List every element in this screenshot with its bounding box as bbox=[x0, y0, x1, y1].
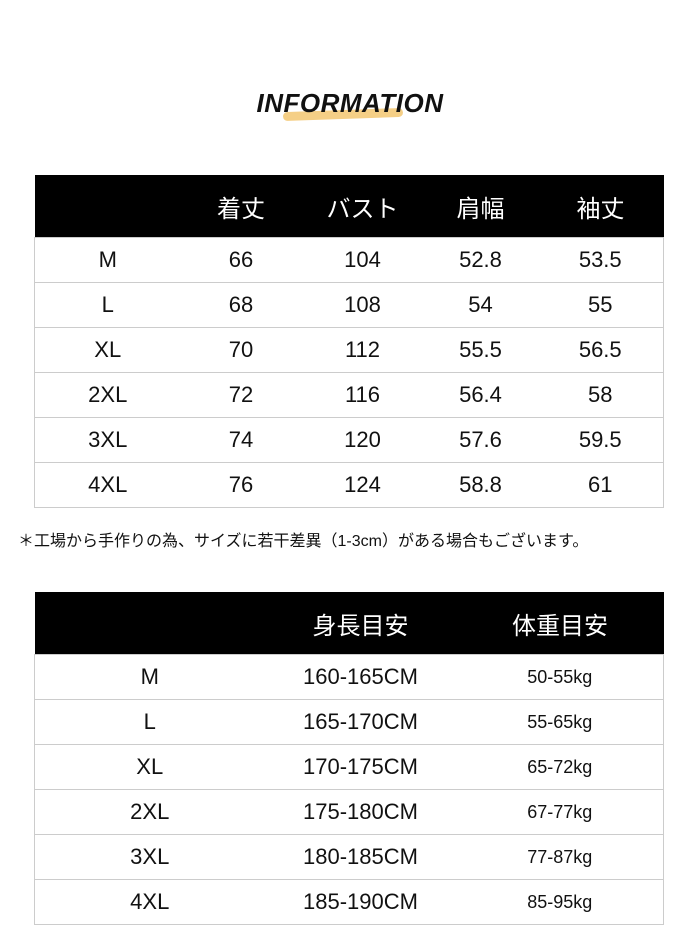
height-weight-guide-table: 身長目安 体重目安 M 160-165CM 50-55kg L 165-170CM 55-6… bbox=[34, 592, 664, 925]
value-cell: 68 bbox=[180, 282, 302, 328]
value-cell: 77-87kg bbox=[456, 834, 664, 880]
value-cell: 170-175CM bbox=[264, 744, 457, 790]
value-cell: 57.6 bbox=[423, 417, 538, 463]
size-label-cell: 2XL bbox=[34, 372, 181, 418]
value-cell: 76 bbox=[180, 462, 302, 508]
size-label-cell: M bbox=[34, 237, 181, 283]
value-cell: 72 bbox=[180, 372, 302, 418]
column-header bbox=[34, 592, 265, 655]
size-label-cell: L bbox=[34, 282, 181, 328]
value-cell: 61 bbox=[537, 462, 664, 508]
value-cell: 104 bbox=[301, 237, 424, 283]
value-cell: 85-95kg bbox=[456, 879, 664, 925]
table-header-row: 着丈 バスト 肩幅 袖丈 bbox=[34, 175, 664, 238]
column-header: バスト bbox=[301, 175, 424, 238]
value-cell: 58.8 bbox=[423, 462, 538, 508]
table-row: 2XL 72 116 56.4 58 bbox=[34, 372, 664, 418]
value-cell: 53.5 bbox=[537, 237, 664, 283]
value-cell: 180-185CM bbox=[264, 834, 457, 880]
table-row: 2XL 175-180CM 67-77kg bbox=[34, 789, 664, 835]
value-cell: 70 bbox=[180, 327, 302, 373]
value-cell: 165-170CM bbox=[264, 699, 457, 745]
size-label-cell: XL bbox=[34, 744, 265, 790]
value-cell: 116 bbox=[301, 372, 424, 418]
size-label-cell: 2XL bbox=[34, 789, 265, 835]
value-cell: 160-165CM bbox=[264, 654, 457, 700]
value-cell: 185-190CM bbox=[264, 879, 457, 925]
value-cell: 65-72kg bbox=[456, 744, 664, 790]
size-label-cell: 4XL bbox=[34, 879, 265, 925]
column-header: 袖丈 bbox=[537, 175, 664, 238]
table-row: L 68 108 54 55 bbox=[34, 282, 664, 328]
value-cell: 55-65kg bbox=[456, 699, 664, 745]
column-header: 身長目安 bbox=[264, 592, 457, 655]
value-cell: 74 bbox=[180, 417, 302, 463]
value-cell: 56.4 bbox=[423, 372, 538, 418]
value-cell: 67-77kg bbox=[456, 789, 664, 835]
value-cell: 55 bbox=[537, 282, 664, 328]
value-cell: 66 bbox=[180, 237, 302, 283]
table-row: M 160-165CM 50-55kg bbox=[34, 654, 664, 700]
size-label-cell: 4XL bbox=[34, 462, 181, 508]
value-cell: 124 bbox=[301, 462, 424, 508]
table-row: 3XL 180-185CM 77-87kg bbox=[34, 834, 664, 880]
table-row: 4XL 185-190CM 85-95kg bbox=[34, 879, 664, 925]
value-cell: 55.5 bbox=[423, 327, 538, 373]
value-cell: 54 bbox=[423, 282, 538, 328]
value-cell: 50-55kg bbox=[456, 654, 664, 700]
size-label-cell: 3XL bbox=[34, 417, 181, 463]
column-header: 肩幅 bbox=[423, 175, 538, 238]
size-label-cell: L bbox=[34, 699, 265, 745]
table-row: 3XL 74 120 57.6 59.5 bbox=[34, 417, 664, 463]
column-header: 着丈 bbox=[180, 175, 302, 238]
size-label-cell: XL bbox=[34, 327, 181, 373]
value-cell: 175-180CM bbox=[264, 789, 457, 835]
table-row: L 165-170CM 55-65kg bbox=[34, 699, 664, 745]
size-label-cell: M bbox=[34, 654, 265, 700]
value-cell: 120 bbox=[301, 417, 424, 463]
value-cell: 58 bbox=[537, 372, 664, 418]
value-cell: 112 bbox=[301, 327, 424, 373]
value-cell: 59.5 bbox=[537, 417, 664, 463]
table-row: XL 170-175CM 65-72kg bbox=[34, 744, 664, 790]
table-row: XL 70 112 55.5 56.5 bbox=[34, 327, 664, 373]
table-header-row: 身長目安 体重目安 bbox=[34, 592, 664, 655]
value-cell: 108 bbox=[301, 282, 424, 328]
column-header: 体重目安 bbox=[456, 592, 664, 655]
column-header bbox=[34, 175, 181, 238]
size-measurement-table: 着丈 バスト 肩幅 袖丈 M 66 104 52.8 53.5 L 68 108 54 55 XL 70 11… bbox=[34, 175, 664, 508]
size-label-cell: 3XL bbox=[34, 834, 265, 880]
table-row: M 66 104 52.8 53.5 bbox=[34, 237, 664, 283]
value-cell: 56.5 bbox=[537, 327, 664, 373]
table-row: 4XL 76 124 58.8 61 bbox=[34, 462, 664, 508]
size-note: ＊工場から手作りの為、サイズに若干差異（1-3cm）がある場合もございます。 bbox=[18, 533, 589, 550]
page-title: INFORMATION bbox=[256, 88, 444, 118]
value-cell: 52.8 bbox=[423, 237, 538, 283]
